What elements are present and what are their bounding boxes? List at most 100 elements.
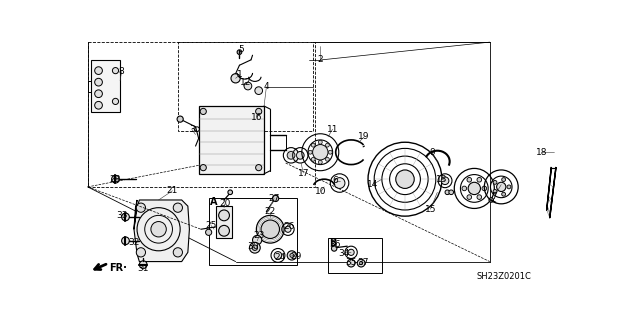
Circle shape [231, 74, 240, 83]
Circle shape [357, 259, 365, 267]
Bar [270, 135, 285, 150]
Bar [88, 42, 315, 187]
Circle shape [290, 254, 294, 257]
Circle shape [326, 143, 330, 147]
Circle shape [360, 262, 363, 265]
Text: 24: 24 [275, 253, 286, 262]
Text: 8: 8 [119, 67, 125, 76]
Circle shape [477, 177, 482, 182]
Text: 31: 31 [138, 264, 149, 273]
Circle shape [228, 190, 232, 195]
Text: 26: 26 [284, 222, 295, 231]
Circle shape [467, 177, 472, 182]
Circle shape [122, 237, 129, 245]
Bar [178, 42, 312, 131]
Circle shape [497, 182, 506, 191]
Text: FR·: FR· [109, 263, 127, 273]
Text: 1: 1 [237, 70, 243, 79]
Text: 34: 34 [339, 249, 350, 258]
Circle shape [237, 50, 242, 55]
Bar [209, 198, 297, 265]
Circle shape [255, 165, 262, 171]
Circle shape [173, 203, 182, 212]
Circle shape [482, 186, 486, 191]
Text: SH23Z0201C: SH23Z0201C [476, 272, 531, 281]
Text: 22: 22 [264, 207, 276, 216]
Text: 32: 32 [128, 238, 140, 247]
Circle shape [253, 235, 262, 245]
Circle shape [95, 101, 102, 109]
Circle shape [348, 259, 355, 267]
Text: 12: 12 [240, 78, 252, 87]
Circle shape [396, 170, 414, 189]
Text: 18: 18 [536, 148, 548, 157]
Circle shape [200, 165, 206, 171]
Circle shape [507, 185, 511, 189]
Text: B: B [329, 238, 336, 248]
Text: 27: 27 [268, 194, 280, 203]
Text: 10: 10 [316, 187, 327, 196]
Bar [328, 239, 382, 273]
Circle shape [219, 210, 230, 221]
Text: A: A [209, 197, 217, 207]
Circle shape [287, 251, 296, 260]
Circle shape [311, 143, 315, 147]
Circle shape [113, 98, 118, 105]
Text: 23: 23 [254, 231, 265, 240]
Circle shape [95, 78, 102, 86]
Circle shape [95, 90, 102, 98]
Text: 17: 17 [298, 168, 309, 178]
Circle shape [151, 221, 166, 237]
Text: 6: 6 [333, 176, 339, 185]
Text: 33: 33 [116, 211, 127, 220]
Circle shape [334, 178, 345, 189]
Circle shape [255, 112, 261, 118]
Circle shape [502, 178, 506, 182]
Text: 9: 9 [429, 148, 435, 157]
Text: 11: 11 [327, 125, 339, 134]
Circle shape [205, 229, 212, 235]
Circle shape [445, 190, 450, 195]
Circle shape [467, 195, 472, 199]
Text: 3: 3 [189, 125, 195, 134]
Circle shape [122, 213, 129, 221]
Circle shape [255, 87, 262, 94]
Circle shape [502, 192, 506, 196]
Text: 13: 13 [436, 175, 448, 184]
Circle shape [308, 150, 312, 154]
Circle shape [200, 108, 206, 115]
Circle shape [273, 195, 279, 202]
Circle shape [462, 186, 467, 191]
Circle shape [261, 220, 280, 239]
Circle shape [318, 160, 322, 164]
Circle shape [136, 248, 145, 257]
Circle shape [468, 182, 481, 195]
Circle shape [255, 108, 262, 115]
Text: 25: 25 [205, 221, 217, 230]
Text: 36: 36 [329, 240, 340, 249]
Text: 19: 19 [358, 132, 370, 141]
Circle shape [173, 248, 182, 257]
Circle shape [311, 157, 315, 161]
Circle shape [489, 198, 493, 202]
Text: 30: 30 [247, 242, 259, 251]
Circle shape [328, 150, 332, 154]
Circle shape [296, 152, 304, 159]
Text: 14: 14 [367, 180, 378, 189]
Circle shape [441, 177, 449, 185]
Circle shape [140, 261, 147, 269]
Circle shape [113, 68, 118, 74]
Circle shape [136, 203, 145, 212]
Circle shape [177, 116, 183, 122]
Bar [198, 106, 264, 174]
Circle shape [477, 195, 482, 199]
Text: 29: 29 [291, 252, 302, 262]
Circle shape [348, 249, 354, 256]
Circle shape [287, 152, 295, 159]
Circle shape [219, 226, 230, 236]
Bar [216, 206, 232, 239]
Text: 35: 35 [346, 258, 357, 267]
Text: 20: 20 [219, 199, 230, 208]
Polygon shape [134, 200, 189, 262]
Text: 37: 37 [358, 258, 369, 267]
